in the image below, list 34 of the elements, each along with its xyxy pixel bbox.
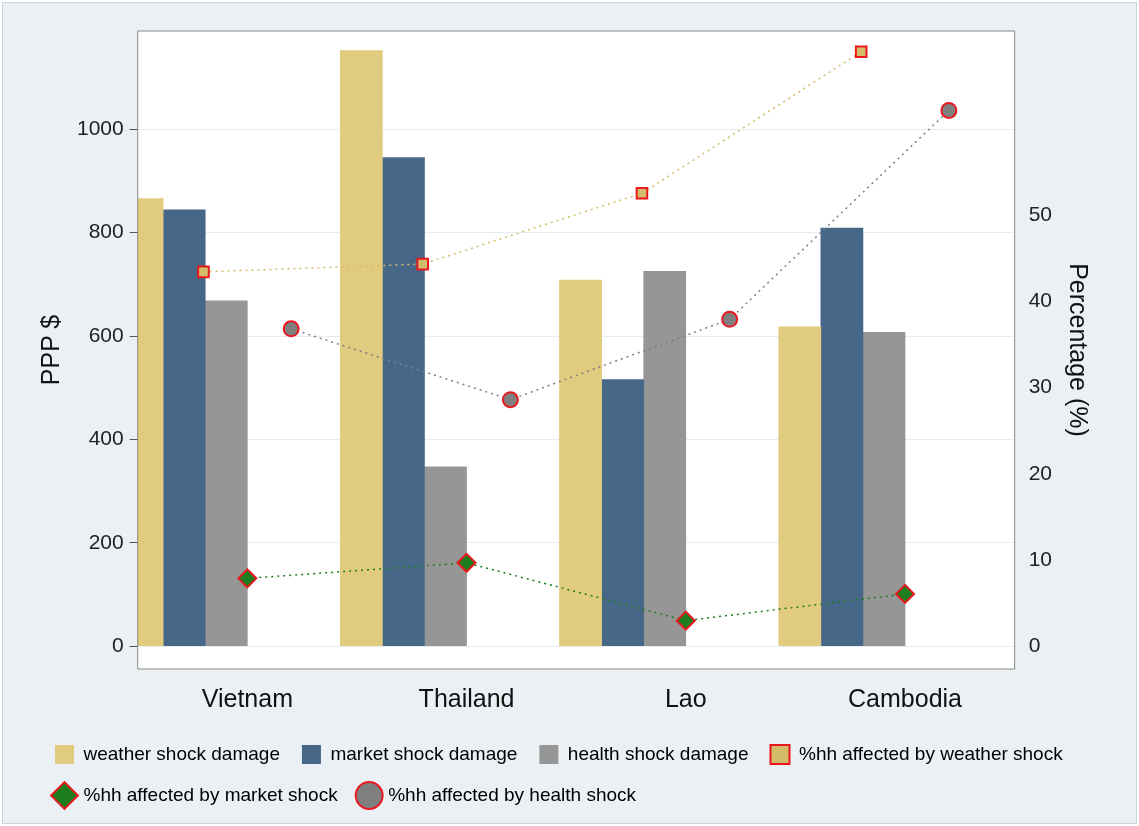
legend-label: %hh affected by market shock (83, 783, 339, 805)
bar (778, 326, 822, 647)
y-axis-title: PPP $ (35, 314, 64, 386)
y2-axis-title: Percentage (%) (1065, 263, 1094, 437)
legend-label: %hh affected by weather shock (798, 742, 1064, 764)
bar (643, 271, 687, 647)
y-tick-label: 400 (88, 426, 124, 450)
y2-tick-label: 50 (1028, 201, 1052, 225)
y-tick-label: 800 (88, 219, 124, 243)
legend-label: health shock damage (567, 742, 749, 764)
bar (601, 379, 645, 647)
x-tick-label: Vietnam (201, 683, 293, 712)
y2-tick-label: 0 (1028, 633, 1041, 657)
bar (559, 279, 602, 647)
legend-label: %hh affected by health shock (388, 783, 637, 805)
bar (339, 50, 383, 647)
x-tick-label: Cambodia (848, 683, 963, 712)
y2-tick-label: 10 (1028, 547, 1052, 571)
legend-label: weather shock damage (82, 742, 280, 764)
bar (382, 157, 425, 647)
y2-tick-label: 30 (1028, 374, 1052, 398)
bar (820, 227, 864, 647)
y2-tick-label: 20 (1028, 460, 1052, 484)
bar (862, 332, 906, 647)
bar (204, 300, 248, 647)
legend-label: market shock damage (330, 742, 518, 764)
y-tick-label: 200 (88, 529, 124, 553)
y2-tick-label: 40 (1028, 288, 1052, 312)
y-tick-label: 0 (112, 633, 124, 657)
x-tick-label: Lao (664, 683, 707, 712)
y-tick-label: 600 (88, 322, 124, 346)
bar (424, 466, 467, 647)
x-tick-label: Thailand (418, 683, 515, 712)
y-tick-label: 1000 (77, 116, 124, 140)
